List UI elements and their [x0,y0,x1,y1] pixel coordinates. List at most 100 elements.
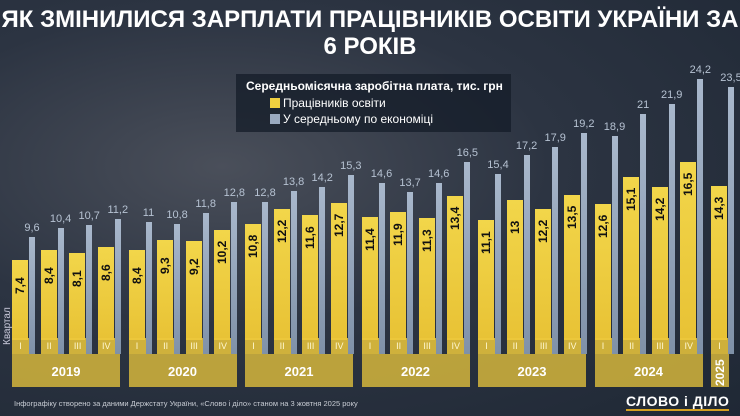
bar-economy [86,224,93,354]
logo: СЛОВО і ДІЛО [626,393,730,411]
bar-economy [262,202,268,354]
label-education: 16,5 [681,172,696,197]
legend-label: Працівників освіти [283,96,386,110]
quarter-label: IV [563,338,581,354]
label-education: 13,5 [564,205,579,229]
bar-economy [407,192,414,354]
legend-item-economy: У середньому по економіці [270,112,433,126]
year-label-rotated: 2025 [713,359,727,386]
bar-education [563,194,580,340]
quarter-label: I [128,338,146,354]
bar-education [214,230,231,340]
bar-education [506,199,523,340]
year-label: 2019 [12,354,120,387]
bar-education [185,240,202,340]
bar-economy [378,182,385,354]
label-economy: 13,8 [282,176,305,189]
label-education: 13,4 [448,206,463,230]
label-economy: 9,6 [24,221,40,234]
bar-education [12,260,28,340]
label-education: 11,1 [479,231,493,255]
label-economy: 12,8 [254,187,276,200]
bar-economy [640,113,647,354]
bar-economy [523,154,530,354]
label-education: 11,3 [419,229,434,253]
bar-education [711,185,727,340]
quarter-label: II [390,338,408,354]
label-economy: 21 [636,98,650,111]
quarter-label: IV [97,338,115,354]
label-economy: 18,9 [603,121,626,134]
quarter-label: I [711,338,728,354]
quarter-label: III [651,338,669,354]
year-label: 2021 [245,354,353,387]
bar-education [594,204,611,340]
bar-economy [611,136,618,354]
quarter-label: III [418,338,436,354]
label-education: 12,7 [331,213,346,238]
bar-economy [231,202,238,354]
bar-economy [290,191,297,354]
legend-label: У середньому по економіці [283,112,433,126]
bar-economy [435,182,442,354]
label-economy: 14,6 [427,167,450,180]
bar-economy [668,104,675,354]
label-economy: 17,9 [544,132,566,145]
chart-title: Середньомісячна заробітна плата, тис. гр… [246,79,503,93]
quarter-label: I [594,338,612,354]
bar-economy [319,187,326,354]
bar-education [97,247,114,340]
source-footer: Інфографіку створено за даними Держстату… [14,399,358,408]
label-education: 10,8 [246,234,260,258]
label-education: 12,2 [536,219,551,243]
year-label: 2022 [361,354,470,387]
quarter-label: I [245,338,262,354]
bar-education [478,220,494,340]
quarter-axis-label: Квартал [2,307,13,345]
bar-education [69,252,86,340]
label-economy: 12,8 [223,187,245,200]
label-economy: 16,5 [456,147,478,160]
legend-item-education: Працівників освіти [270,96,386,110]
label-education: 8,6 [98,264,113,282]
bar-economy [174,223,181,354]
bar-education [447,195,464,340]
quarter-label: IV [330,338,348,354]
quarter-label: I [12,338,29,354]
label-education: 8,4 [41,266,56,284]
bar-education [418,218,435,340]
bar-education [330,203,347,340]
year-label [711,354,729,387]
page-title: Як змінилися зарплати працівників освіти… [1,6,739,60]
bar-education [390,211,407,340]
bar-education [245,223,261,340]
bar-education [40,249,57,340]
label-education: 8,4 [129,266,144,284]
quarter-label: II [157,338,175,354]
bar-education [535,208,552,340]
quarter-label: II [506,338,524,354]
legend-swatch-yellow [270,98,280,108]
label-economy: 15,3 [340,160,362,173]
quarter-label: IV [447,338,465,354]
legend: Середньомісячна заробітна плата, тис. гр… [236,74,511,132]
quarter-label: III [302,338,320,354]
label-education: 12,6 [595,214,610,239]
bar-education [302,215,319,340]
quarter-label: IV [214,338,232,354]
quarter-label: II [623,338,641,354]
bar-economy [464,162,471,354]
label-education: 10,2 [215,240,230,265]
label-economy: 10,7 [78,209,100,222]
label-economy: 11,8 [195,197,216,210]
label-economy: 11 [142,206,155,219]
bar-economy [580,133,587,354]
quarter-label: I [361,338,379,354]
year-label: 2023 [478,354,586,387]
label-economy: 15,4 [487,159,509,172]
label-economy: 11,2 [107,204,129,217]
label-education: 11,4 [362,228,377,252]
label-economy: 14,2 [311,172,333,185]
label-education: 13 [507,220,522,234]
